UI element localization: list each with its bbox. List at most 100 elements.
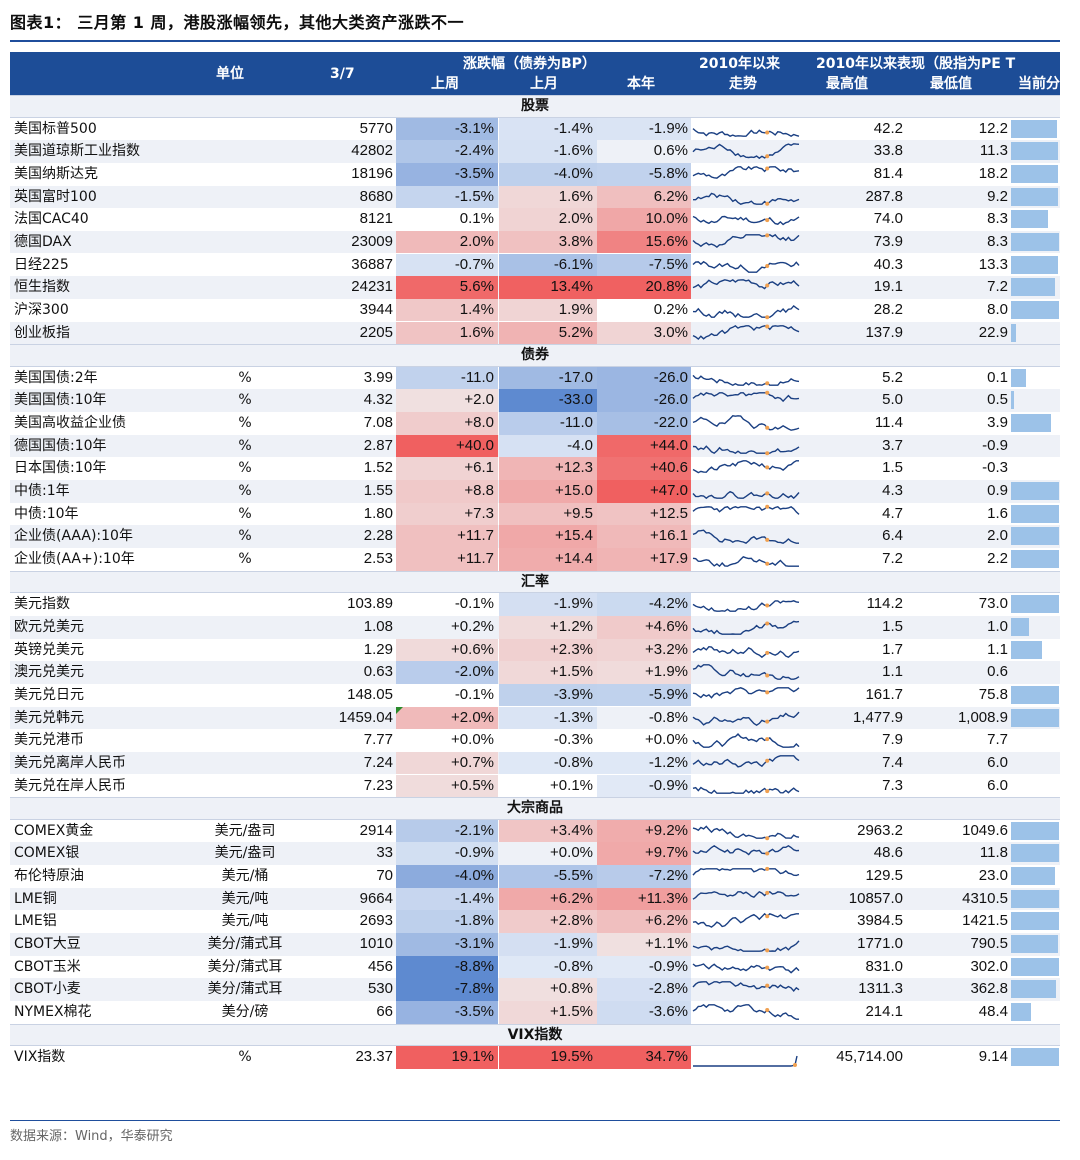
last-month-change: -6.1% bbox=[499, 253, 597, 277]
table-row: 布伦特原油 美元/桶 70 -4.0% -5.5% -7.2% 129.5 23.0 bbox=[10, 865, 1060, 889]
last-month-change: +12.3 bbox=[499, 457, 597, 480]
asset-name: 创业板指 bbox=[14, 324, 70, 341]
current-percentile-bar bbox=[1011, 504, 1059, 523]
trend-sparkline bbox=[691, 163, 803, 186]
last-week-change: +8.0 bbox=[396, 412, 498, 435]
table-row: 美国国债:10年% 4.32 +2.0 -33.0 -26.0 5.0 0.5 bbox=[10, 389, 1060, 414]
asset-unit: % bbox=[238, 505, 252, 522]
ytd-change: +1.1% bbox=[597, 933, 691, 956]
asset-unit: 美元/桶 bbox=[221, 868, 269, 885]
current-percentile-bar bbox=[1011, 550, 1059, 568]
table-row: 美国标普500 5770 -3.1% -1.4% -1.9% 42.2 12.2 bbox=[10, 117, 1060, 142]
current-percentile-cell bbox=[1010, 820, 1060, 843]
max-value: 74.0 bbox=[873, 210, 903, 228]
header-trend: 走势 bbox=[729, 76, 757, 92]
page-title: 图表1： 三月第 1 周，港股涨幅领先，其他大类资产涨跌不一 bbox=[10, 13, 464, 32]
last-week-change: +11.7 bbox=[396, 548, 498, 571]
trend-sparkline bbox=[691, 208, 803, 231]
asset-name: 美国国债:2年 bbox=[14, 369, 98, 386]
min-value: 6.0 bbox=[987, 776, 1008, 794]
table-row: 美元指数 103.89 -0.1% -1.9% -4.2% 114.2 73.0 bbox=[10, 593, 1060, 617]
current-percentile-cell bbox=[1010, 435, 1060, 458]
asset-unit bbox=[190, 593, 300, 616]
ytd-change: +12.5 bbox=[597, 502, 691, 526]
latest-value: 7.77 bbox=[363, 731, 393, 749]
asset-unit: % bbox=[238, 483, 252, 500]
ytd-change: -7.2% bbox=[597, 865, 691, 888]
asset-unit: % bbox=[238, 415, 252, 432]
section-header: VIX指数 bbox=[10, 1023, 1060, 1047]
trend-sparkline bbox=[691, 525, 803, 548]
header-max: 最高值 bbox=[826, 76, 868, 92]
ytd-change: -0.8% bbox=[648, 708, 688, 726]
last-week-change: -2.0% bbox=[396, 661, 498, 684]
asset-name: 日本国债:10年 bbox=[14, 460, 107, 477]
trend-sparkline bbox=[691, 775, 803, 798]
current-percentile-cell bbox=[1010, 729, 1060, 752]
current-percentile-cell bbox=[1010, 208, 1060, 231]
current-percentile-bar bbox=[1011, 482, 1059, 501]
asset-unit bbox=[190, 707, 300, 730]
last-week-change: -1.5% bbox=[396, 185, 498, 209]
current-percentile-bar bbox=[1011, 935, 1058, 954]
last-month-change: -4.0 bbox=[499, 434, 597, 458]
last-month-change: -11.0 bbox=[499, 412, 597, 435]
table-row: 日经225 36887 -0.7% -6.1% -7.5% 40.3 13.3 bbox=[10, 253, 1060, 278]
current-percentile-cell bbox=[1010, 593, 1060, 616]
current-percentile-bar bbox=[1011, 255, 1058, 274]
ytd-change: +17.9 bbox=[597, 548, 691, 571]
current-percentile-cell bbox=[1010, 661, 1060, 684]
max-value: 114.2 bbox=[866, 595, 903, 613]
min-value: 75.8 bbox=[978, 685, 1008, 703]
asset-name: 布伦特原油 bbox=[14, 868, 84, 885]
trend-sparkline bbox=[691, 548, 803, 571]
latest-value: 1010 bbox=[359, 935, 393, 953]
table-row: 企业债(AAA):10年% 2.28 +11.7 +15.4 +16.1 6.4 2.0 bbox=[10, 525, 1060, 549]
asset-unit bbox=[190, 661, 300, 684]
latest-value: 5770 bbox=[359, 119, 393, 137]
latest-value: 2693 bbox=[359, 912, 393, 930]
trend-sparkline bbox=[691, 729, 803, 752]
max-value: 6.4 bbox=[882, 527, 903, 545]
last-month-change: 1.9% bbox=[499, 298, 597, 322]
last-month-change: 3.8% bbox=[499, 230, 597, 254]
asset-name: CBOT小麦 bbox=[14, 981, 81, 998]
ytd-change: -5.9% bbox=[597, 683, 691, 707]
min-value: 0.9 bbox=[987, 482, 1008, 500]
last-month-change: +6.2% bbox=[499, 887, 597, 911]
last-month-change: -17.0 bbox=[499, 366, 597, 390]
asset-unit: 美分/蒲式耳 bbox=[207, 958, 283, 975]
last-month-change: +1.2% bbox=[499, 615, 597, 639]
ytd-change: -3.6% bbox=[597, 1001, 691, 1024]
ytd-change: +40.6 bbox=[597, 457, 691, 480]
current-percentile-cell bbox=[1010, 978, 1060, 1001]
current-percentile-bar bbox=[1011, 300, 1059, 319]
min-value: 22.9 bbox=[978, 323, 1008, 341]
asset-unit: % bbox=[238, 528, 252, 545]
min-value: 12.2 bbox=[978, 119, 1008, 137]
min-value: 0.5 bbox=[987, 391, 1008, 409]
current-percentile-bar bbox=[1011, 210, 1048, 229]
current-percentile-bar bbox=[1011, 391, 1014, 410]
min-value: 7.7 bbox=[987, 731, 1008, 749]
latest-value: 36887 bbox=[351, 255, 393, 273]
latest-value: 70 bbox=[376, 867, 393, 885]
ytd-change: +3.2% bbox=[597, 638, 691, 662]
asset-unit bbox=[190, 322, 300, 345]
min-value: 73.0 bbox=[978, 595, 1008, 613]
asset-unit bbox=[190, 616, 300, 639]
table-row: 美国高收益企业债% 7.08 +8.0 -11.0 -22.0 11.4 3.9 bbox=[10, 412, 1060, 436]
min-value: 8.3 bbox=[987, 210, 1008, 228]
last-month-change: +1.5% bbox=[499, 661, 597, 684]
last-week-change: -4.0% bbox=[396, 865, 498, 888]
current-percentile-bar bbox=[1011, 368, 1026, 387]
max-value: 40.3 bbox=[873, 255, 903, 273]
last-week-change: +8.8 bbox=[396, 480, 498, 503]
last-week-change: +11.7 bbox=[396, 525, 498, 548]
min-value: 11.8 bbox=[979, 844, 1008, 862]
ytd-change: 6.2% bbox=[597, 185, 691, 209]
trend-sparkline bbox=[691, 1001, 803, 1024]
trend-sparkline bbox=[691, 322, 803, 345]
current-percentile-bar bbox=[1011, 821, 1059, 840]
cell-note-marker bbox=[396, 706, 403, 714]
